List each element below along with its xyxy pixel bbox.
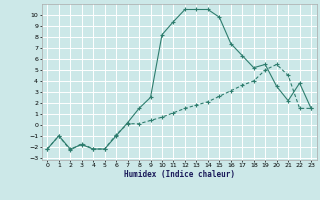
X-axis label: Humidex (Indice chaleur): Humidex (Indice chaleur) [124,170,235,179]
